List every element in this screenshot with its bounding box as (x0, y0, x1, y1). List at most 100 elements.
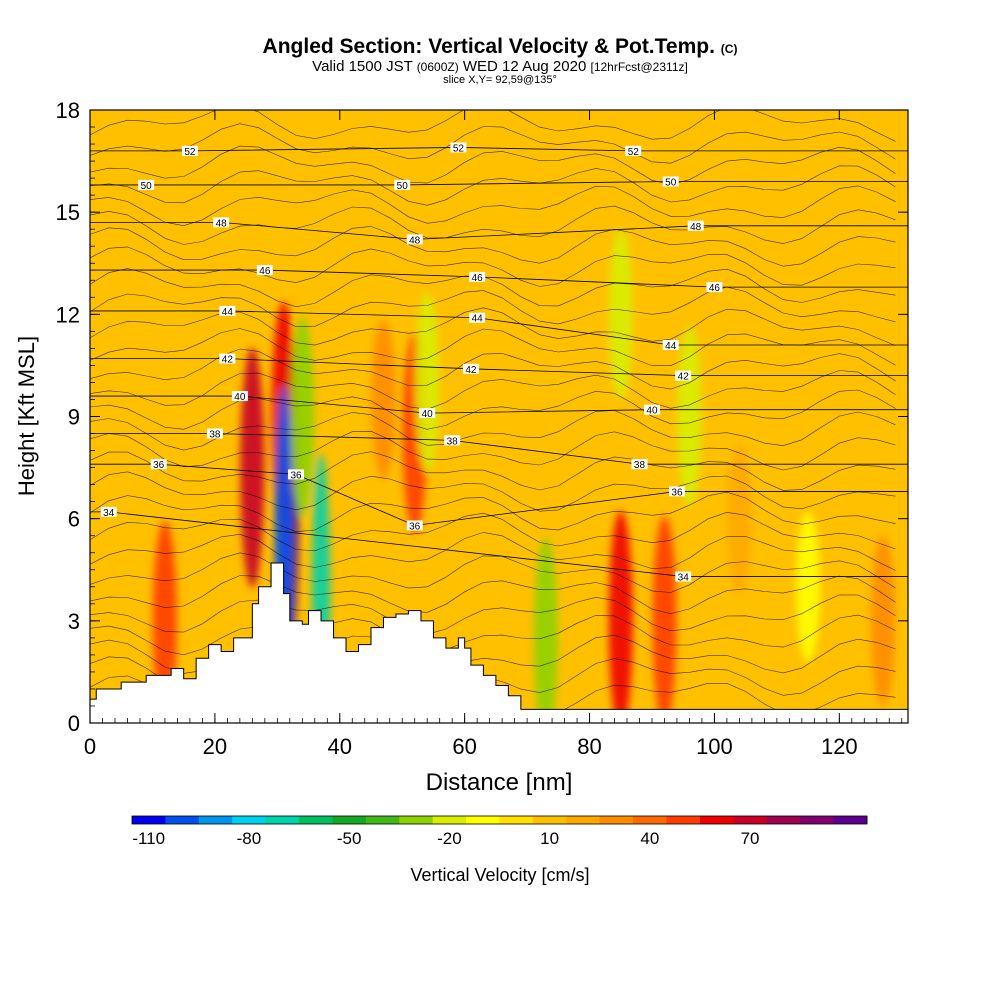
contour-label-bg (150, 459, 167, 470)
velocity-cell-5 (290, 316, 315, 517)
chart-subtitle: Valid 1500 JST (0600Z) WED 12 Aug 2020 [… (312, 58, 688, 75)
y-tick-label: 6 (68, 507, 80, 532)
y-tick-label: 0 (68, 711, 80, 736)
contour-label-bg (213, 217, 230, 228)
contour-label-bg (450, 142, 467, 153)
isentrope-line (90, 205, 896, 245)
velocity-cell-11 (608, 510, 633, 723)
contour-label-23: 38 (634, 460, 646, 471)
contour-label-bg (662, 176, 679, 187)
isentrope-line (90, 614, 896, 656)
colorbar: -110 -80 -50 -20 10 40 70 (131, 815, 868, 848)
velocity-cell-12 (652, 515, 677, 723)
x-axis-label: Distance [nm] (426, 769, 573, 796)
contour-label-bg (706, 282, 723, 293)
contour-label-17: 42 (678, 372, 690, 383)
contour-label-bg (394, 179, 411, 190)
isentrope-line (90, 552, 896, 593)
terrain (89, 562, 909, 724)
isentrope-line (90, 511, 896, 552)
isentrope-line (90, 185, 896, 227)
colorbar-swatch (432, 816, 467, 824)
isentrope-line (90, 410, 896, 451)
colorbar-swatch (800, 816, 835, 824)
colorbar-swatch (499, 816, 534, 824)
isentrope-line (90, 110, 896, 142)
contour-label-4: 50 (397, 181, 409, 192)
y-tick-label: 18 (56, 98, 80, 123)
contour-label-7: 48 (409, 235, 421, 246)
contour-label-bg (462, 363, 479, 374)
isentrope-line (90, 491, 896, 533)
x-tick-label: 0 (84, 734, 96, 759)
velocity-cell-17 (871, 535, 896, 706)
colorbar-swatch (332, 816, 367, 824)
velocity-cell-10 (533, 537, 558, 723)
x-tick-label: 120 (821, 734, 858, 759)
colorbar-swatch (633, 816, 668, 824)
contour-label-21: 38 (209, 430, 221, 441)
theta-contour-34 (90, 511, 908, 577)
contour-label-10: 46 (472, 273, 484, 284)
isentrope-line (90, 451, 896, 491)
isentrope-line (90, 594, 896, 635)
colorbar-swatch (399, 816, 434, 824)
contour-label-27: 36 (671, 487, 683, 498)
isentrope-line (90, 389, 896, 430)
contour-label-bg (219, 353, 236, 364)
velocity-cell-13 (608, 229, 633, 400)
isentrope-line (90, 286, 896, 328)
colorbar-swatch (165, 816, 200, 824)
colorbar-tick-label: -110 (132, 829, 165, 848)
x-tick-label: 20 (203, 734, 227, 759)
contour-label-28: 34 (103, 508, 115, 519)
isentrope-line (90, 165, 896, 206)
colorbar-tick-label: 70 (741, 829, 760, 848)
velocity-field (90, 110, 908, 723)
velocity-cell-15 (727, 443, 752, 594)
colorbar-swatch (666, 816, 701, 824)
isentrope-line (90, 532, 896, 571)
colorbar-swatch (833, 816, 868, 824)
contour-label-bg (675, 571, 692, 582)
y-tick-label: 15 (56, 200, 80, 225)
colorbar-frame (131, 815, 868, 825)
contour-label-8: 48 (690, 222, 702, 233)
contour-label-3: 50 (141, 181, 153, 192)
colorbar-swatch (532, 816, 567, 824)
contour-label-15: 42 (222, 355, 234, 366)
contour-label-bg (419, 408, 436, 419)
contour-label-1: 52 (453, 143, 465, 154)
theta-contour-36 (90, 463, 908, 526)
colorbar-swatch (365, 816, 400, 824)
y-tick-label: 12 (56, 302, 80, 327)
colorbar-tick-label: 40 (640, 829, 659, 848)
contour-label-5: 50 (665, 178, 677, 189)
x-tick-label: 40 (328, 734, 352, 759)
x-tick-label: 60 (452, 734, 476, 759)
colorbar-swatch (733, 816, 768, 824)
contour-label-bg (631, 459, 648, 470)
colorbar-tick-label: -80 (237, 829, 262, 848)
contour-label-18: 40 (234, 392, 246, 403)
contour-label-26: 36 (409, 521, 421, 532)
colorbar-swatch (466, 816, 500, 824)
contour-label-bg (643, 404, 660, 415)
colorbar-swatch (599, 816, 634, 824)
contour-label-14: 44 (665, 341, 677, 352)
contour-label-bg (138, 179, 155, 190)
colorbar-tick-label: -50 (337, 829, 362, 848)
contour-label-16: 42 (465, 365, 477, 376)
y-tick-label: 9 (68, 405, 80, 430)
x-tick-label: 100 (696, 734, 733, 759)
field-background (90, 110, 908, 723)
y-tick-label: 3 (68, 609, 80, 634)
colorbar-tick-label: -20 (437, 829, 462, 848)
colorbar-swatch (299, 816, 333, 824)
contour-label-24: 36 (153, 460, 165, 471)
contour-label-0: 52 (184, 147, 196, 158)
contour-label-25: 36 (290, 470, 302, 481)
colorbar-swatch (265, 816, 300, 824)
colorbar-swatch (566, 816, 601, 824)
